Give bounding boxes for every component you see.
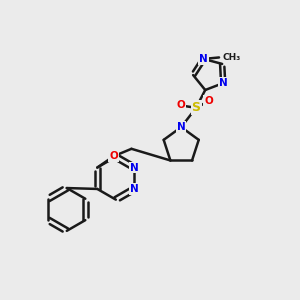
Text: O: O [204,96,213,106]
Text: N: N [130,184,139,194]
Text: N: N [219,78,227,88]
Text: O: O [109,151,118,161]
Text: S: S [192,101,201,114]
Text: N: N [130,163,139,172]
Text: N: N [177,122,186,132]
Text: CH₃: CH₃ [223,53,241,62]
Text: O: O [176,100,185,110]
Text: N: N [199,54,208,64]
